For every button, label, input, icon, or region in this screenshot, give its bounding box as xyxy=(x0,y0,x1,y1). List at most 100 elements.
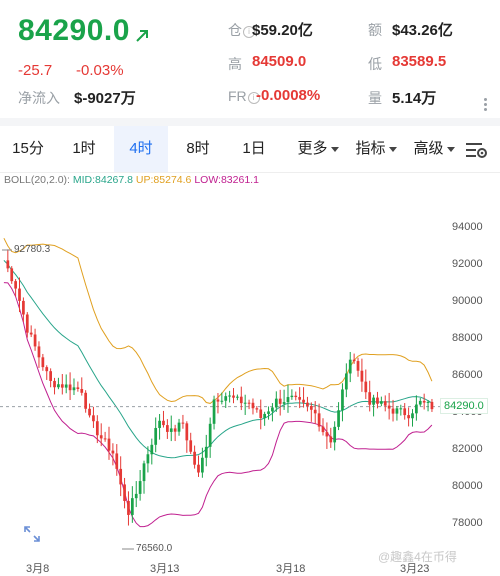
candle-body xyxy=(181,422,185,424)
candle-body xyxy=(422,400,426,403)
candle xyxy=(422,393,426,410)
candle xyxy=(95,415,99,444)
candle-body xyxy=(99,435,103,439)
candle xyxy=(37,341,41,368)
candle xyxy=(189,432,193,454)
candle xyxy=(411,409,414,427)
tab-more[interactable]: 更多 xyxy=(288,126,348,172)
candle xyxy=(247,399,251,410)
candle xyxy=(267,406,270,420)
more-options-icon[interactable] xyxy=(484,98,487,113)
candle-body xyxy=(162,420,165,426)
candle xyxy=(255,406,259,413)
candle-body xyxy=(391,408,395,414)
tab-1h[interactable]: 1时 xyxy=(72,140,96,157)
candle-body xyxy=(321,426,325,433)
position-value: $59.20亿 xyxy=(252,22,313,39)
candle xyxy=(271,403,274,422)
y-tick: 88000 xyxy=(452,332,483,344)
candle xyxy=(25,312,29,338)
tab-8h[interactable]: 8时 xyxy=(186,140,210,157)
candle-body xyxy=(150,444,154,455)
candle-body xyxy=(60,384,64,388)
candle-body xyxy=(415,404,418,414)
candle xyxy=(321,418,325,436)
y-tick: 82000 xyxy=(452,443,483,455)
candle xyxy=(88,403,91,418)
candle-body xyxy=(259,409,263,419)
tab-15m[interactable]: 15分 xyxy=(12,140,44,157)
candle xyxy=(45,365,49,380)
candle xyxy=(364,369,368,400)
candle xyxy=(220,392,224,405)
candle xyxy=(278,389,282,416)
candle-body xyxy=(267,411,270,414)
candle-body xyxy=(216,399,220,402)
period-high-label: 92780.3 xyxy=(14,244,51,255)
boll-low: LOW:83261.1 xyxy=(194,174,259,186)
candle xyxy=(298,387,302,409)
candle-body xyxy=(232,395,235,398)
candle xyxy=(33,328,37,351)
candle-body xyxy=(348,359,352,374)
candle-body xyxy=(387,405,391,409)
net-inflow-label: 净流入 xyxy=(18,90,60,106)
candle xyxy=(352,353,356,364)
candle xyxy=(201,447,204,478)
candle xyxy=(309,402,313,422)
price-change: -25.7 xyxy=(18,62,53,79)
candle-body xyxy=(6,260,10,269)
candle-body xyxy=(399,408,403,410)
candle-body xyxy=(430,401,434,410)
info-icon[interactable]: i xyxy=(243,26,255,38)
candle-body xyxy=(290,395,294,398)
candle xyxy=(356,357,360,377)
timeframe-tabs: 15分 1时 4时 8时 1日 更多 指标 高级 xyxy=(0,126,500,173)
candle xyxy=(41,353,45,371)
candle xyxy=(111,443,115,466)
candle-body xyxy=(352,359,356,362)
y-tick: 80000 xyxy=(452,480,483,492)
candle-body xyxy=(426,401,430,403)
tab-1d[interactable]: 1日 xyxy=(242,140,266,157)
candle-body xyxy=(193,451,196,465)
boll-lower-band xyxy=(3,282,433,528)
candle xyxy=(274,391,278,412)
high-value: 84509.0 xyxy=(252,53,307,70)
current-price-tag: 84290.0 xyxy=(440,398,488,414)
candle xyxy=(317,403,321,432)
candle xyxy=(407,407,410,427)
tab-4h[interactable]: 4时 xyxy=(114,126,168,172)
candle-body xyxy=(224,396,228,401)
candle xyxy=(360,358,364,392)
candle xyxy=(162,410,165,428)
fullscreen-expand-icon[interactable] xyxy=(22,524,42,544)
candle-body xyxy=(271,407,274,412)
candle xyxy=(60,374,64,395)
boll-middle-band xyxy=(3,260,433,459)
info-icon[interactable]: i xyxy=(247,92,260,104)
candle-body xyxy=(228,395,231,397)
tab-advanced[interactable]: 高级 xyxy=(404,126,464,172)
candle xyxy=(119,456,123,497)
caret-down-icon xyxy=(446,146,455,152)
candle xyxy=(49,368,52,388)
chart-settings-icon[interactable] xyxy=(464,140,488,160)
candle-body xyxy=(380,401,383,404)
candle-body xyxy=(309,406,313,410)
boll-name: BOLL(20,2.0): xyxy=(4,174,70,186)
candle xyxy=(115,444,119,476)
candle xyxy=(68,372,72,400)
candle xyxy=(263,411,266,426)
candle-body xyxy=(49,371,52,381)
tab-indicators[interactable]: 指标 xyxy=(346,126,406,172)
candle-body xyxy=(177,422,181,432)
low-value: 83589.5 xyxy=(392,53,447,70)
candle-body xyxy=(376,397,379,404)
candle xyxy=(138,470,142,501)
candle-body xyxy=(119,468,123,485)
candle xyxy=(430,398,434,412)
